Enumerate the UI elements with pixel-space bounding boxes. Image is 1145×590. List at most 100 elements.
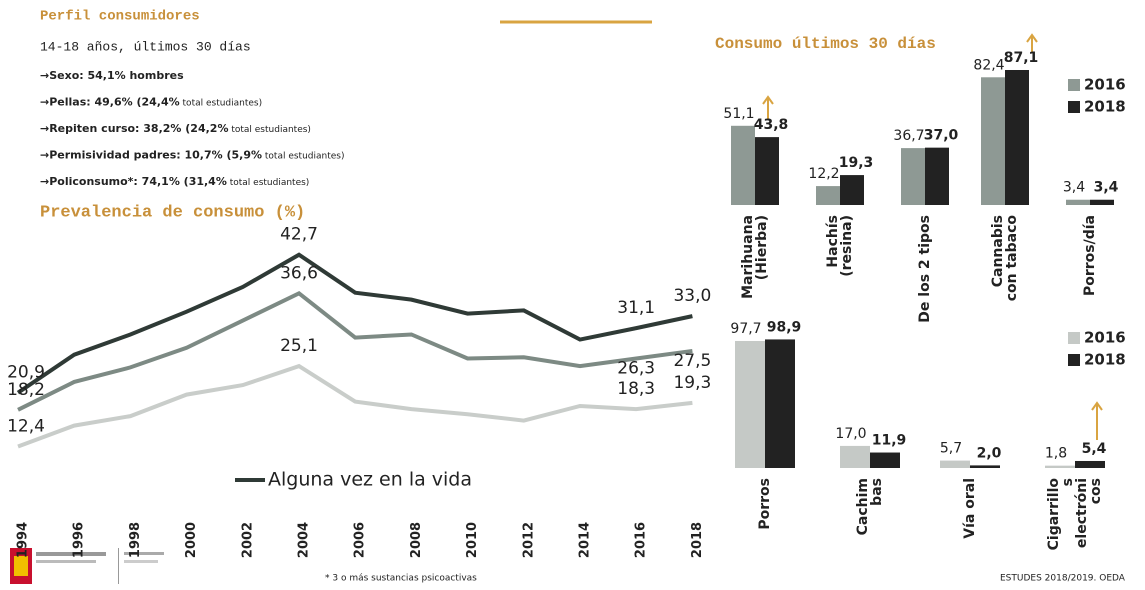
x-tick-label: (Hierba): [754, 215, 770, 280]
data-label: 19,3: [673, 373, 711, 393]
data-label: 5,7: [940, 441, 962, 457]
data-label: 51,1: [723, 106, 754, 122]
x-tick-label: Cannabis: [990, 215, 1006, 287]
data-label: 25,1: [280, 336, 318, 356]
data-label: 43,8: [754, 117, 789, 133]
bullet-text: 38,2% (24,2%: [139, 122, 228, 135]
bullet-note: total estudiantes): [228, 125, 310, 135]
bar: [765, 339, 795, 468]
profile-subtitle: 14-18 años, últimos 30 días: [40, 39, 251, 54]
bullet-text: 49,6% (24,4%: [91, 96, 180, 109]
bullet-text: 10,7% (5,9%: [181, 149, 262, 162]
source: ESTUDES 2018/2019. OEDA: [1000, 574, 1126, 584]
x-tick-label: (resina): [839, 215, 855, 277]
x-tick-label: 2006: [353, 522, 368, 558]
legend-label: 2016: [1084, 76, 1126, 94]
data-label: 11,9: [872, 433, 907, 449]
bullet: →Permisividad padres: 10,7% (5,9% total …: [40, 149, 345, 162]
legend-label: 2018: [1084, 98, 1126, 116]
data-label: 18,3: [617, 379, 655, 399]
data-label: 1,8: [1045, 446, 1067, 462]
data-label: 97,7: [730, 321, 761, 337]
bullet-label: →Pellas:: [40, 96, 91, 109]
x-tick-label: 2000: [184, 522, 199, 558]
data-label: 82,4: [973, 57, 1004, 73]
x-tick-label: bas: [869, 478, 885, 506]
bullet: →Repiten curso: 38,2% (24,2% total estud…: [40, 122, 311, 135]
data-label: 5,4: [1082, 441, 1107, 457]
data-label: 36,7: [893, 128, 924, 144]
bullet-note: total estudiantes): [227, 178, 309, 188]
data-label: 98,9: [767, 319, 802, 335]
x-tick-label: Hachís: [825, 215, 841, 268]
bar: [1045, 465, 1075, 468]
x-tick-label: electróni: [1074, 478, 1090, 548]
data-label: 37,0: [924, 128, 959, 144]
x-tick-label: 1998: [128, 522, 143, 558]
logo: [10, 548, 164, 584]
bar: [1066, 199, 1090, 205]
x-tick-label: 2018: [690, 522, 705, 558]
bullet-text: 54,1% hombres: [84, 69, 184, 82]
data-label: 31,1: [617, 298, 655, 318]
footnote: * 3 o más sustancias psicoactivas: [325, 574, 477, 584]
bar: [840, 175, 864, 205]
legend-swatch: [1068, 354, 1080, 366]
legend-label: Alguna vez en la vida: [268, 469, 472, 491]
x-tick-label: 2008: [409, 522, 424, 558]
bullet: →Policonsumo*: 74,1% (31,4% total estudi…: [40, 175, 309, 188]
legend-swatch: [1068, 332, 1080, 344]
x-tick-label: 2014: [578, 522, 593, 558]
bullet-label: →Sexo:: [40, 69, 84, 82]
data-label: 33,0: [673, 286, 711, 306]
bar: [755, 137, 779, 205]
bar: [925, 147, 949, 205]
bar: [981, 77, 1005, 205]
bullet: →Pellas: 49,6% (24,4% total estudiantes): [40, 96, 262, 109]
bullet-text: 74,1% (31,4%: [138, 175, 227, 188]
bullet-note: total estudiantes): [180, 98, 262, 108]
data-label: 87,1: [1004, 50, 1039, 66]
x-tick-label: De los 2 tipos: [917, 215, 933, 323]
legend-label: 2018: [1084, 351, 1126, 369]
x-tick-label: s: [1060, 478, 1076, 486]
series-line: [16, 252, 693, 395]
bar: [1090, 199, 1114, 205]
bullet-note: total estudiantes): [262, 151, 344, 161]
x-tick-label: 2016: [634, 522, 649, 558]
bar: [901, 148, 925, 205]
x-tick-label: cos: [1088, 478, 1104, 504]
data-label: 3,4: [1094, 180, 1119, 196]
legend-swatch: [1068, 101, 1080, 113]
x-tick-label: Vía oral: [962, 478, 978, 539]
arrows: [762, 33, 1103, 440]
x-tick-label: 2002: [240, 522, 255, 558]
data-label: 18,2: [7, 380, 45, 400]
bullet-label: →Repiten curso:: [40, 122, 139, 135]
bar: [1005, 69, 1029, 206]
data-label: 26,3: [617, 359, 655, 379]
data-label: 42,7: [280, 225, 318, 245]
x-tick-label: Porros: [757, 478, 773, 530]
chart-title: Consumo últimos 30 días: [715, 35, 936, 53]
legend-label: 2016: [1084, 329, 1126, 347]
data-label: 20,9: [7, 363, 45, 383]
data-label: 12,2: [808, 166, 839, 182]
data-label: 3,4: [1063, 180, 1085, 196]
data-label: 2,0: [977, 445, 1002, 461]
bar: [731, 125, 755, 205]
data-label: 17,0: [835, 426, 866, 442]
bar: [735, 340, 765, 468]
data-label: 12,4: [7, 417, 45, 437]
bar: [970, 465, 1000, 468]
legend-swatch: [1068, 79, 1080, 91]
x-tick-label: Porros/día: [1082, 215, 1098, 296]
data-label: 36,6: [280, 263, 318, 283]
x-tick-label: 1994: [16, 522, 31, 558]
x-tick-label: Cachim: [855, 478, 871, 535]
bullet-label: →Permisividad padres:: [40, 149, 181, 162]
series-line: [17, 290, 693, 412]
x-tick-label: 1996: [72, 522, 87, 558]
chart-title: Prevalencia de consumo (%): [40, 203, 305, 222]
